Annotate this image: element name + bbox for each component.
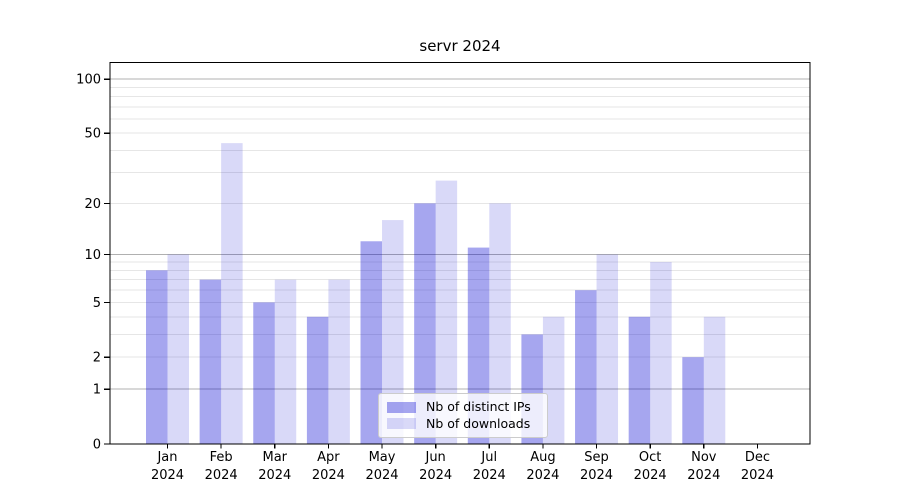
x-tick-label-year-jan: 2024	[151, 468, 184, 483]
bar-downloads-oct	[650, 262, 672, 444]
x-tick-label-year-sep: 2024	[580, 468, 613, 483]
bar-downloads-jun	[435, 180, 458, 444]
legend-label-distinct-ips: Nb of distinct IPs	[426, 399, 531, 414]
bar-ips-may	[360, 241, 383, 444]
x-tick-label-month-jun: Jun	[424, 450, 445, 465]
x-tick-label-month-mar: Mar	[262, 450, 287, 465]
x-tick-label-year-apr: 2024	[312, 468, 345, 483]
bar-downloads-may	[382, 220, 404, 444]
bar-ips-mar	[253, 302, 275, 444]
bar-downloads-feb	[221, 143, 243, 444]
legend-item-downloads: Nb of downloads	[387, 415, 547, 431]
y-tick-label-10: 10	[84, 248, 101, 263]
x-tick-label-year-nov: 2024	[687, 468, 720, 483]
bar-ips-apr	[306, 316, 329, 444]
x-tick-label-month-oct: Oct	[639, 450, 661, 465]
x-tick-label-month-aug: Aug	[530, 450, 555, 465]
bar-ips-feb	[199, 279, 222, 444]
bar-downloads-jan	[167, 254, 189, 444]
bar-ips-nov	[682, 357, 704, 444]
bar-ips-sep	[575, 290, 597, 444]
bar-downloads-jul	[489, 203, 511, 444]
legend-swatch-distinct-ips	[387, 401, 416, 413]
bar-downloads-aug	[542, 316, 565, 444]
y-tick-label-2: 2	[93, 351, 101, 366]
bar-downloads-mar	[274, 279, 297, 444]
bar-ips-jun	[414, 203, 436, 444]
legend-item-distinct-ips: Nb of distinct IPs	[387, 399, 547, 414]
x-tick-label-year-jun: 2024	[419, 468, 452, 483]
x-tick-label-year-dec: 2024	[741, 468, 774, 483]
chart-title: servr 2024	[419, 37, 501, 55]
x-tick-label-month-apr: Apr	[317, 450, 340, 465]
x-tick-label-year-oct: 2024	[634, 468, 667, 483]
x-tick-label-year-mar: 2024	[258, 468, 291, 483]
x-tick-label-month-nov: Nov	[691, 450, 717, 465]
x-tick-label-year-feb: 2024	[205, 468, 238, 483]
legend-label-downloads: Nb of downloads	[426, 415, 531, 431]
x-tick-label-month-may: May	[369, 450, 396, 465]
bar-downloads-sep	[596, 254, 619, 444]
x-tick-label-month-jan: Jan	[156, 450, 177, 465]
bar-ips-jan	[146, 270, 168, 444]
legend-swatch-downloads	[387, 418, 416, 430]
bar-downloads-nov	[703, 316, 726, 444]
bar-ips-oct	[628, 316, 651, 444]
y-tick-label-50: 50	[84, 127, 101, 142]
plot-border	[109, 61, 811, 445]
x-tick-label-year-aug: 2024	[526, 468, 559, 483]
x-tick-label-month-dec: Dec	[745, 450, 770, 465]
legend: Nb of distinct IPs Nb of downloads	[378, 393, 548, 438]
x-tick-label-year-may: 2024	[365, 468, 398, 483]
x-tick-label-month-feb: Feb	[210, 450, 233, 465]
y-tick-label-5: 5	[93, 296, 101, 311]
x-tick-label-year-jul: 2024	[473, 468, 506, 483]
y-tick-label-0: 0	[93, 438, 101, 453]
y-tick-label-1: 1	[93, 383, 101, 398]
bar-downloads-apr	[328, 279, 350, 444]
x-tick-label-month-sep: Sep	[584, 450, 609, 465]
y-tick-label-20: 20	[84, 197, 101, 212]
y-tick-label-100: 100	[76, 73, 101, 88]
x-tick-label-month-jul: Jul	[480, 450, 497, 465]
